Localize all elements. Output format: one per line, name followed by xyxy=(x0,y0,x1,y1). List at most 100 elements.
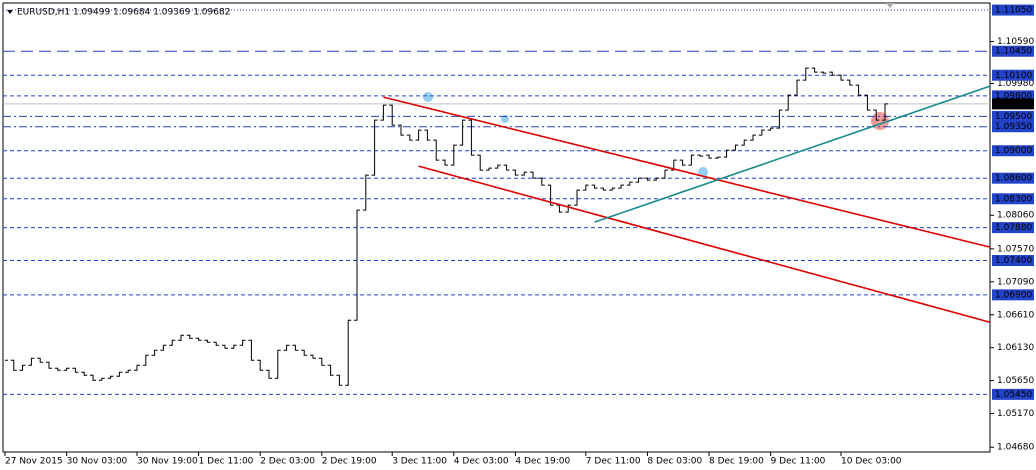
shift-marker xyxy=(886,3,894,8)
price-bar xyxy=(591,184,598,189)
level-box xyxy=(992,145,1034,157)
price-bar xyxy=(54,367,61,371)
price-bar xyxy=(442,159,448,166)
level-label: 1.09500 xyxy=(995,112,1032,122)
price-bar xyxy=(274,349,281,379)
price-bar xyxy=(838,74,844,81)
level-label: 1.05450 xyxy=(995,390,1032,400)
y-tick-label: 1.09980 xyxy=(997,79,1034,89)
x-tick-label: 1 Dec 11:00 xyxy=(199,457,254,467)
price-bar xyxy=(230,344,237,349)
price-bar xyxy=(371,119,378,176)
level-box xyxy=(992,4,1034,16)
price-bar xyxy=(90,374,96,381)
level-label: 1.11050 xyxy=(995,6,1032,16)
level-box xyxy=(992,69,1034,81)
price-bar xyxy=(829,71,836,76)
price-bar xyxy=(802,67,809,81)
price-bar xyxy=(750,134,756,141)
x-tick-label: 2 Dec 19:00 xyxy=(322,457,377,467)
price-bar xyxy=(424,129,431,141)
level-label: 1.10100 xyxy=(995,71,1032,81)
price-bar xyxy=(19,364,26,371)
level-box xyxy=(992,289,1034,301)
menu-arrow[interactable] xyxy=(7,10,13,14)
price-bar xyxy=(318,357,325,366)
x-tick-label: 8 Dec 03:00 xyxy=(647,457,702,467)
level-label: 1.08600 xyxy=(995,174,1032,184)
price-bar xyxy=(741,139,748,146)
price-label: 1.09682 xyxy=(995,99,1032,109)
price-bar xyxy=(10,359,17,371)
price-bar xyxy=(486,167,492,171)
y-tick-label: 1.05650 xyxy=(997,376,1034,386)
level-box xyxy=(992,222,1034,234)
price-bar xyxy=(530,171,536,179)
price-bar xyxy=(107,375,114,379)
price-bar xyxy=(362,174,369,211)
x-tick-label: 30 Nov 19:00 xyxy=(137,457,198,467)
x-tick-label: 27 Nov 2015 xyxy=(5,457,63,467)
price-bar xyxy=(301,349,308,356)
price-bar xyxy=(626,181,633,186)
level-box xyxy=(992,110,1034,122)
x-tick-label: 3 Dec 11:00 xyxy=(392,457,447,467)
price-bar xyxy=(794,79,800,96)
price-bar xyxy=(723,149,730,158)
price-bar xyxy=(327,364,334,376)
price-bar xyxy=(600,187,607,191)
price-bar xyxy=(574,189,580,206)
level-box xyxy=(992,172,1034,184)
price-bar xyxy=(547,184,554,206)
price-bar xyxy=(512,169,519,176)
trend-line xyxy=(418,165,991,324)
price-bar xyxy=(556,204,563,213)
price-bar xyxy=(644,177,651,181)
price-bar xyxy=(697,154,704,157)
x-tick-label: 2 Dec 03:00 xyxy=(260,457,315,467)
price-bar xyxy=(125,369,132,373)
price-bar xyxy=(459,119,466,146)
chart-title: EURUSD,H1 1.09499 1.09684 1.09369 1.0968… xyxy=(17,8,230,18)
price-bar xyxy=(266,369,272,379)
x-tick-label: 9 Dec 11:00 xyxy=(771,457,826,467)
y-tick-label: 1.06610 xyxy=(997,310,1034,320)
price-bar xyxy=(732,144,739,151)
price-bar xyxy=(310,354,316,359)
level-box xyxy=(992,255,1034,267)
level-label: 1.07880 xyxy=(995,223,1032,233)
price-bar xyxy=(134,364,140,371)
price-bar xyxy=(670,159,677,171)
x-tick-label: 4 Dec 03:00 xyxy=(454,457,509,467)
price-bar xyxy=(811,67,818,73)
price-bar xyxy=(846,79,853,86)
price-bar xyxy=(151,349,158,356)
price-bar xyxy=(98,377,105,381)
price-bar xyxy=(186,334,193,339)
level-label: 1.06900 xyxy=(995,290,1032,300)
price-bar xyxy=(538,177,545,186)
price-bar xyxy=(160,344,167,351)
price-bar xyxy=(758,129,765,136)
price-bar xyxy=(662,169,668,179)
price-bar xyxy=(776,109,783,129)
price-bar xyxy=(706,154,712,159)
price-bar xyxy=(653,177,660,181)
y-tick-label: 1.08060 xyxy=(997,211,1034,221)
price-bar xyxy=(521,171,528,176)
price-bar xyxy=(222,344,228,349)
y-tick-label: 1.05170 xyxy=(997,409,1034,419)
price-bar xyxy=(688,154,695,166)
x-tick-label: 7 Dec 11:00 xyxy=(586,457,641,467)
price-bar xyxy=(618,184,624,189)
price-bar xyxy=(63,367,70,371)
price-bar xyxy=(873,109,880,121)
y-tick-label: 1.04680 xyxy=(997,443,1034,453)
price-bar xyxy=(398,124,404,136)
price-bar xyxy=(239,339,246,346)
price-bar xyxy=(283,344,290,351)
price-bar xyxy=(565,204,572,213)
price-bar xyxy=(582,184,589,191)
